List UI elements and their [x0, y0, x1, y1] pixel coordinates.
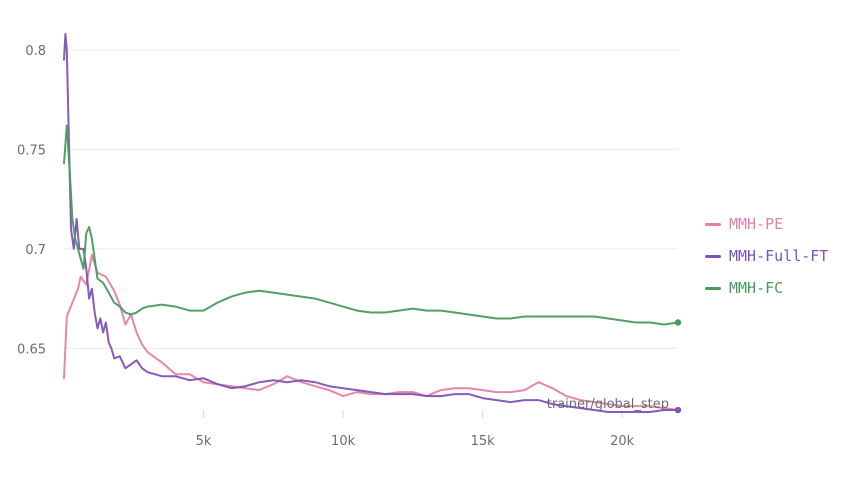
y-tick-label: 0.65 — [17, 342, 46, 357]
x-axis: 5k 10k 15k 20k — [196, 410, 635, 449]
legend-swatch — [705, 286, 721, 290]
x-tick-label: 20k — [610, 434, 635, 449]
x-tick-label: 5k — [196, 434, 212, 449]
legend: MMH-PE MMH-Full-FT MMH-FC — [705, 208, 828, 304]
grid-lines — [64, 49, 678, 349]
series-end-point-mmh-fc — [674, 319, 682, 326]
legend-swatch — [705, 254, 721, 258]
legend-label: MMH-PE — [729, 215, 784, 233]
legend-item[interactable]: MMH-PE — [705, 208, 828, 240]
x-tick-label: 10k — [331, 434, 356, 449]
series-line-mmh-fc — [63, 124, 679, 326]
y-tick-label: 0.8 — [25, 44, 46, 59]
legend-label: MMH-Full-FT — [729, 247, 829, 265]
y-tick-label: 0.75 — [17, 143, 46, 158]
legend-label: MMH-FC — [729, 279, 784, 297]
x-tick-label: 15k — [471, 434, 496, 449]
series-line-mmh-pe — [63, 253, 679, 411]
series-line-mmh-full-ft — [63, 33, 679, 413]
x-axis-title: trainer/global_step — [547, 397, 669, 412]
series-end-point-mmh-full-ft — [674, 406, 682, 414]
y-tick-label: 0.7 — [25, 243, 46, 258]
legend-swatch — [705, 222, 721, 226]
y-axis: 0.65 0.7 0.75 0.8 — [17, 44, 46, 357]
legend-item[interactable]: MMH-Full-FT — [705, 240, 828, 272]
series-lines — [63, 33, 682, 414]
legend-item[interactable]: MMH-FC — [705, 272, 828, 304]
